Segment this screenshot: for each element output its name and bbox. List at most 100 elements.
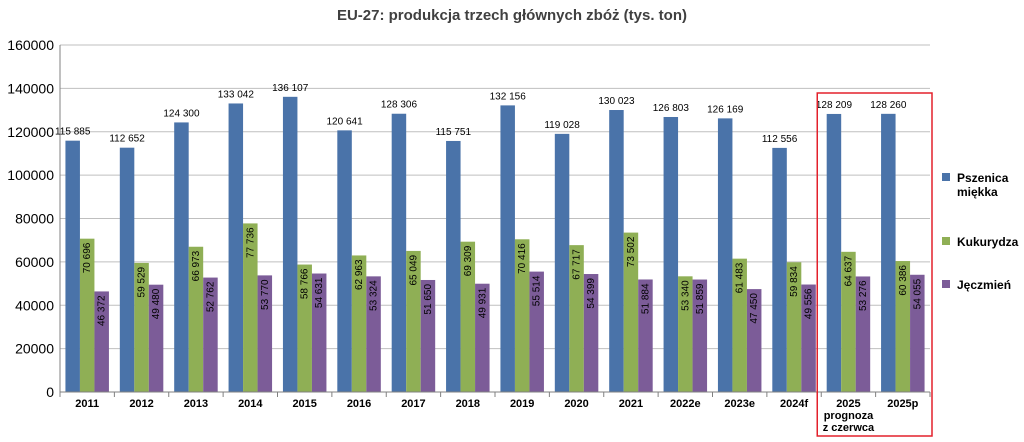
bar — [203, 277, 218, 392]
data-label: 62 963 — [354, 259, 365, 290]
data-label: 126 803 — [653, 103, 690, 114]
data-label: 136 107 — [272, 83, 309, 94]
bar — [529, 271, 544, 392]
data-label: 65 049 — [408, 254, 419, 285]
data-label: 59 529 — [137, 266, 148, 297]
bar — [500, 105, 515, 393]
data-label: 53 340 — [680, 280, 691, 311]
data-label: 54 399 — [586, 278, 597, 309]
y-tick-label: 0 — [46, 384, 54, 400]
bar — [94, 291, 109, 392]
bar — [841, 251, 856, 392]
legend-label: miękka — [957, 185, 998, 199]
data-label: 120 641 — [326, 116, 363, 127]
bar — [119, 147, 135, 392]
bar — [609, 110, 624, 392]
bar — [311, 273, 327, 392]
bar — [638, 279, 653, 392]
data-label: 132 156 — [490, 91, 527, 102]
bar — [692, 279, 708, 392]
data-label: 54 055 — [912, 278, 923, 309]
bar — [460, 241, 476, 392]
x-tick-label: 2025 — [836, 398, 860, 410]
bar — [623, 232, 639, 392]
data-label: 128 209 — [816, 100, 853, 111]
legend-swatch — [942, 173, 950, 181]
bar — [583, 274, 599, 392]
x-tick-label: 2023e — [724, 398, 755, 410]
bar — [801, 284, 816, 392]
data-label: 115 751 — [436, 127, 472, 138]
legend-label: Pszenica — [957, 171, 1009, 185]
data-label: 49 480 — [151, 288, 162, 319]
x-tick-label: 2021 — [619, 398, 643, 410]
chart-title: EU-27: produkcja trzech głównych zbóż (t… — [337, 7, 687, 24]
data-label: 70 696 — [82, 242, 93, 273]
data-label: 55 514 — [532, 275, 543, 306]
bar — [855, 276, 871, 392]
y-tick-label: 40000 — [15, 297, 54, 313]
bar — [678, 276, 693, 392]
y-tick-label: 140000 — [7, 80, 54, 96]
bar — [446, 140, 461, 392]
data-label: 49 931 — [477, 287, 488, 318]
data-label: 49 556 — [804, 288, 815, 319]
data-label: 60 386 — [898, 265, 909, 296]
bar — [732, 258, 747, 392]
x-tick-label: 2013 — [184, 398, 208, 410]
legend-label: Kukurydza — [957, 235, 1019, 249]
data-label: 67 717 — [572, 249, 583, 280]
x-tick-label: 2022e — [670, 398, 701, 410]
data-label: 58 766 — [300, 268, 311, 299]
bar — [134, 262, 149, 392]
bar — [663, 116, 679, 392]
data-label: 128 306 — [381, 100, 418, 111]
data-label: 51 650 — [423, 284, 434, 315]
bar — [79, 238, 95, 392]
x-tick-label: z czerwca — [823, 422, 875, 434]
bar — [910, 274, 925, 392]
bar — [243, 223, 258, 392]
data-label: 70 416 — [517, 243, 528, 274]
y-tick-label: 60000 — [15, 254, 54, 270]
data-label: 52 762 — [205, 281, 216, 312]
y-tick-label: 160000 — [7, 37, 54, 53]
x-tick-label: 2012 — [129, 398, 153, 410]
data-label: 51 859 — [695, 283, 706, 314]
data-label: 53 770 — [260, 279, 271, 310]
data-label: 64 637 — [843, 255, 854, 286]
bar — [420, 279, 436, 392]
forecast-box — [816, 92, 933, 437]
x-tick-label: 2024f — [780, 398, 808, 410]
x-tick-label: 2025p — [887, 398, 918, 410]
data-label: 54 631 — [314, 277, 325, 308]
data-label: 112 652 — [109, 134, 145, 145]
bar — [257, 275, 273, 392]
y-tick-label: 100000 — [7, 167, 54, 183]
y-tick-label: 80000 — [15, 211, 54, 227]
data-label: 124 300 — [163, 108, 200, 119]
x-tick-label: 2016 — [347, 398, 371, 410]
data-label: 126 169 — [707, 104, 744, 115]
x-tick-label: 2019 — [510, 398, 534, 410]
bar — [772, 147, 787, 392]
data-label: 119 028 — [544, 120, 580, 131]
x-axis: 2011 2012 2013 2014 2015 2016 2017 2018 2019 2020… — [59, 391, 931, 434]
y-tick-label: 20000 — [15, 341, 54, 357]
bar — [297, 264, 312, 392]
data-label: 133 042 — [218, 89, 255, 100]
bar — [366, 276, 381, 392]
bar — [881, 113, 896, 393]
x-tick-label: 2015 — [292, 398, 316, 410]
bar — [746, 289, 762, 392]
data-label: 115 885 — [55, 127, 91, 138]
bar — [717, 118, 733, 393]
x-tick-label: 2014 — [238, 398, 263, 410]
x-tick-label: 2011 — [75, 398, 99, 410]
bar — [282, 96, 298, 393]
data-label: 59 834 — [789, 266, 800, 297]
bar — [514, 239, 530, 392]
